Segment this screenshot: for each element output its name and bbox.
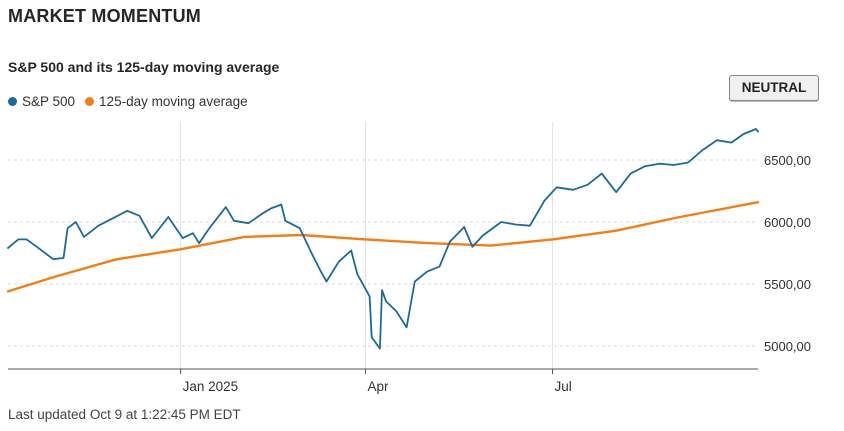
- legend-label-sp500: S&P 500: [22, 94, 76, 109]
- y-tick-label: 6500,00: [764, 153, 811, 168]
- y-tick-label: 5500,00: [764, 277, 811, 292]
- last-updated-text: Last updated Oct 9 at 1:22:45 PM EDT: [8, 407, 241, 422]
- series-line-sp500: [7, 128, 759, 350]
- x-tick-label: Jul: [555, 379, 572, 394]
- y-tick-label: 6000,00: [764, 215, 811, 230]
- chart-legend: S&P 500 125-day moving average: [8, 94, 258, 109]
- sentiment-badge: NEUTRAL: [729, 75, 819, 101]
- chart-subtitle: S&P 500 and its 125-day moving average: [8, 59, 280, 75]
- legend-item-moving-average: 125-day moving average: [85, 94, 248, 109]
- x-tick-label: Apr: [368, 379, 390, 394]
- legend-item-sp500: S&P 500: [8, 94, 75, 109]
- legend-dot-sp500: [8, 97, 17, 106]
- series-line-moving-average: [6, 200, 760, 293]
- legend-dot-moving-average: [85, 97, 95, 106]
- legend-label-moving-average: 125-day moving average: [99, 94, 248, 109]
- page-title: MARKET MOMENTUM: [8, 6, 201, 26]
- line-chart: 5000,00 5500,00 6000,00 6500,00 Jan 2025 Apr J…: [6, 122, 811, 394]
- x-tick-label: Jan 2025: [183, 379, 239, 394]
- y-tick-label: 5000,00: [764, 339, 811, 354]
